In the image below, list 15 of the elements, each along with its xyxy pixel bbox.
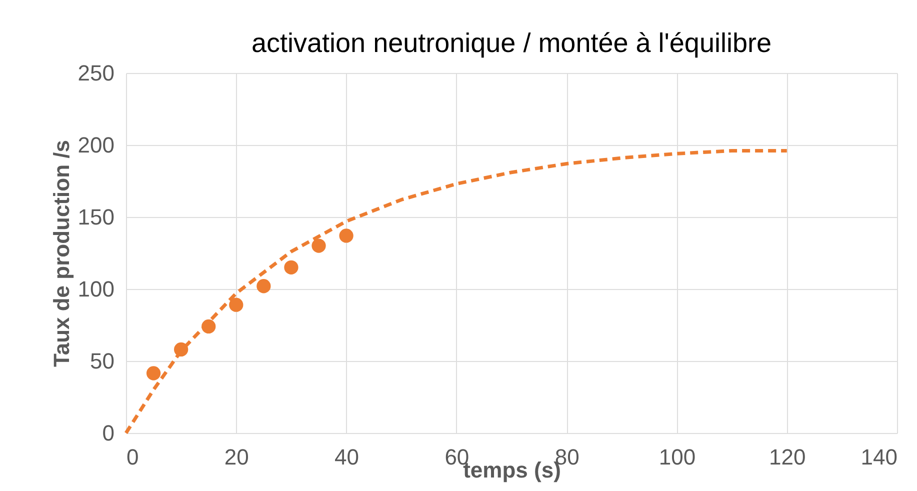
x-tick-label: 0 xyxy=(126,444,139,470)
x-tick-label: 20 xyxy=(224,444,249,470)
x-tick-label: 140 xyxy=(860,444,898,470)
y-tick-label: 150 xyxy=(78,204,114,230)
chart-title: activation neutronique / montée à l'équilibre xyxy=(252,28,772,58)
y-tick-label: 100 xyxy=(78,276,114,302)
x-tick-label: 40 xyxy=(334,444,360,470)
x-tick-label: 100 xyxy=(658,444,696,470)
y-tick-label: 0 xyxy=(102,420,114,446)
x-tick-label: 120 xyxy=(769,444,806,470)
y-tick-label: 200 xyxy=(78,132,114,158)
y-tick-label: 50 xyxy=(90,348,114,374)
line-series xyxy=(124,149,789,435)
y-axis-title: Taux de production /s xyxy=(48,140,74,367)
y-tick-label: 250 xyxy=(78,60,114,86)
